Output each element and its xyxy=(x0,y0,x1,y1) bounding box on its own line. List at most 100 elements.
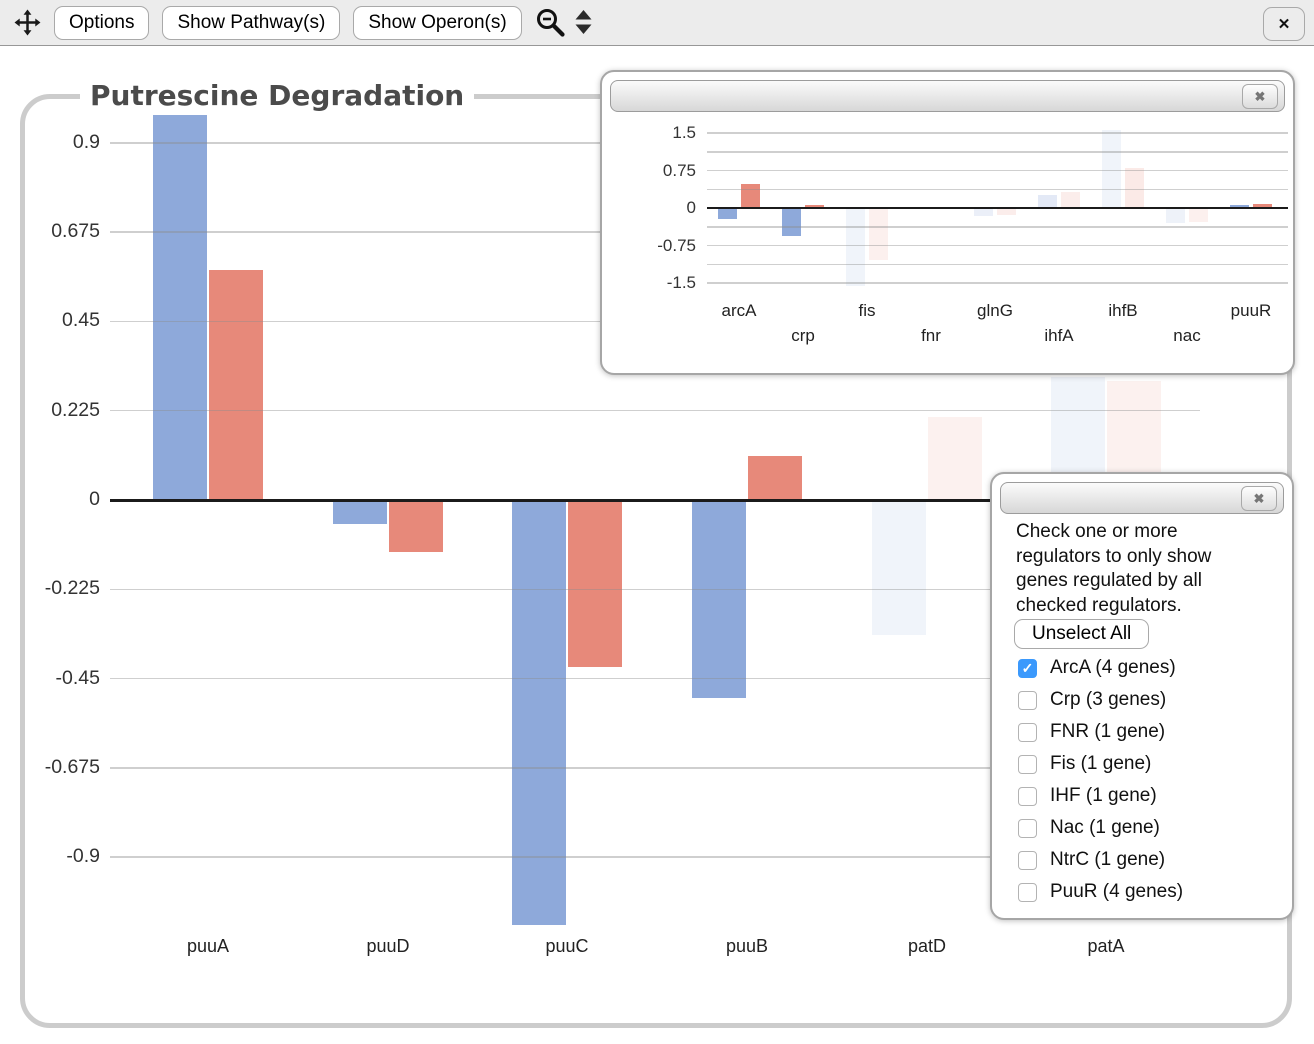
main-gene-chart-x-label-puuB: puuB xyxy=(725,936,769,956)
unchecked-checkbox[interactable] xyxy=(1018,722,1037,742)
regulator-inset-chart-bar-fis-salmon[interactable] xyxy=(869,208,888,260)
regulator-inset-chart-y-tick-label: 0 xyxy=(686,198,696,217)
unchecked-checkbox[interactable] xyxy=(1018,786,1037,806)
regulator-inset-chart-x-label-crp: crp xyxy=(791,326,815,345)
regulator-inset-chart-bar-ihfB-blue[interactable] xyxy=(1102,130,1121,208)
main-gene-chart-y-tick-label: -0.45 xyxy=(55,666,100,689)
main-gene-chart-x-label-puuD: puuD xyxy=(366,936,410,956)
regulator-inset-chart-gridline xyxy=(707,132,1288,134)
regulator-checkbox-label: FNR (1 gene) xyxy=(1050,721,1166,742)
regulator-inset-chart-bar-puuR-blue[interactable] xyxy=(1230,205,1249,208)
regulator-inset-chart-bar-puuR-salmon[interactable] xyxy=(1253,204,1272,208)
regulator-panel-close-icon[interactable]: ✖ xyxy=(1242,84,1278,109)
main-gene-chart-bar-puuC-blue[interactable] xyxy=(512,500,566,925)
filter-description: Check one or more regulators to only sho… xyxy=(1016,521,1212,616)
regulator-checkbox-row-3[interactable]: Fis (1 gene) xyxy=(1018,748,1284,780)
regulator-inset-chart-y-tick-label: 0.75 xyxy=(662,160,696,180)
main-gene-chart-bar-patD-blue[interactable] xyxy=(872,500,926,635)
main-gene-chart-gridline xyxy=(110,409,1200,412)
options-button[interactable]: Options xyxy=(54,5,150,40)
regulator-filter-panel: ✖ Check one or more regulators to only s… xyxy=(990,472,1294,920)
filter-panel-drag-handle[interactable]: ✖ xyxy=(1000,482,1284,514)
regulator-checkbox-row-2[interactable]: FNR (1 gene) xyxy=(1018,716,1284,748)
regulator-panel-drag-handle[interactable]: ✖ xyxy=(610,80,1285,112)
main-gene-chart-x-label-patD: patD xyxy=(907,936,947,956)
filter-panel-close-icon[interactable]: ✖ xyxy=(1241,486,1277,511)
main-gene-chart-bar-puuD-blue[interactable] xyxy=(333,500,387,524)
regulator-inset-chart-y-tick-label: -1.5 xyxy=(666,273,696,292)
regulator-checkbox-label: ArcA (4 genes) xyxy=(1050,657,1176,678)
unchecked-checkbox[interactable] xyxy=(1018,754,1037,774)
main-gene-chart-y-tick-label: 0.225 xyxy=(51,398,100,421)
main-gene-chart-y-tick-label: 0.675 xyxy=(51,220,100,243)
regulator-checkbox-row-6[interactable]: NtrC (1 gene) xyxy=(1018,844,1284,876)
main-gene-chart-bar-puuA-salmon[interactable] xyxy=(209,269,263,500)
window-close-button[interactable]: ✕ xyxy=(1263,7,1305,41)
regulator-chart-panel: ✖ 1.5 0.75 0 -0.75 -1.5 arcA crp fis fnr glnG ihfA… xyxy=(600,70,1295,375)
regulator-inset-chart-bar-nac-salmon[interactable] xyxy=(1189,208,1208,222)
unchecked-checkbox[interactable] xyxy=(1018,818,1037,838)
main-gene-chart-bar-puuB-blue[interactable] xyxy=(692,500,746,699)
main-gene-chart-gridline xyxy=(110,856,1200,858)
regulator-checkbox-label: PuuR (4 genes) xyxy=(1050,881,1184,902)
pathway-title: Putrescine Degradation xyxy=(80,77,475,115)
regulator-inset-chart-bar-glnG-blue[interactable] xyxy=(974,208,993,216)
regulator-checkbox-label: NtrC (1 gene) xyxy=(1050,849,1166,870)
checked-checkbox[interactable]: ✓ xyxy=(1018,658,1037,678)
unselect-all-button[interactable]: Unselect All xyxy=(1014,619,1150,649)
regulator-inset-chart-x-label-ihfA: ihfA xyxy=(1044,326,1074,345)
regulator-inset-chart-gridline xyxy=(707,151,1288,153)
resize-sort-icon[interactable] xyxy=(575,10,592,35)
regulator-inset-chart-zero-line xyxy=(707,206,1288,210)
main-gene-chart-gridline xyxy=(110,767,1200,769)
regulator-inset-chart-bar-nac-blue[interactable] xyxy=(1166,208,1185,223)
main-gene-chart-y-tick-label: -0.225 xyxy=(44,577,100,600)
regulator-inset-chart-bar-glnG-salmon[interactable] xyxy=(997,208,1016,215)
main-gene-chart-bar-patD-salmon[interactable] xyxy=(928,416,982,500)
regulator-inset-chart-gridline xyxy=(707,244,1288,247)
main-gene-chart-bar-puuB-salmon[interactable] xyxy=(748,456,802,500)
main-gene-chart-y-tick-label: 0 xyxy=(89,488,100,510)
unchecked-checkbox[interactable] xyxy=(1018,882,1037,902)
regulator-checkbox-row-1[interactable]: Crp (3 genes) xyxy=(1018,684,1284,716)
main-gene-chart-bar-puuA-blue[interactable] xyxy=(153,115,207,500)
regulator-checkbox-list: ✓ ArcA (4 genes) Crp (3 genes) FNR (1 gene)… xyxy=(1018,652,1284,908)
regulator-inset-chart-bar-crp-blue[interactable] xyxy=(782,208,801,236)
regulator-inset-chart-x-label-nac: nac xyxy=(1173,326,1201,345)
regulator-inset-chart-x-label-puuR: puuR xyxy=(1230,301,1272,320)
regulator-inset-chart-bar-ihfB-salmon[interactable] xyxy=(1125,168,1144,208)
regulator-inset-chart-bar-crp-salmon[interactable] xyxy=(805,205,824,208)
main-gene-chart-y-tick-label: 0.9 xyxy=(72,130,100,153)
regulator-inset-chart-bar-arcA-salmon[interactable] xyxy=(741,184,760,208)
regulator-checkbox-row-5[interactable]: Nac (1 gene) xyxy=(1018,812,1284,844)
main-gene-chart-bar-puuD-salmon[interactable] xyxy=(389,500,443,552)
regulator-inset-chart-bar-fis-blue[interactable] xyxy=(846,208,865,286)
regulator-inset-chart-y-tick-label: -0.75 xyxy=(657,235,696,255)
regulator-checkbox-row-0[interactable]: ✓ ArcA (4 genes) xyxy=(1018,652,1284,684)
regulator-inset-chart-gridline xyxy=(707,226,1288,228)
toolbar: Options Show Pathway(s) Show Operon(s) ✕ xyxy=(0,0,1314,46)
main-gene-chart-bar-puuC-salmon[interactable] xyxy=(568,500,622,667)
main-gene-chart-y-tick-label: 0.45 xyxy=(62,309,100,332)
regulator-inset-chart-gridline xyxy=(707,282,1288,284)
main-gene-chart-y-tick-label: -0.9 xyxy=(66,845,100,868)
main-gene-chart-x-label-puuC: puuC xyxy=(545,936,589,956)
regulator-checkbox-row-4[interactable]: IHF (1 gene) xyxy=(1018,780,1284,812)
zoom-out-icon[interactable] xyxy=(535,7,566,38)
regulator-checkbox-row-7[interactable]: PuuR (4 genes) xyxy=(1018,876,1284,908)
regulator-inset-chart-x-label-arcA: arcA xyxy=(721,301,757,320)
unchecked-checkbox[interactable] xyxy=(1018,850,1037,870)
regulator-checkbox-label: IHF (1 gene) xyxy=(1050,785,1157,806)
regulator-checkbox-label: Fis (1 gene) xyxy=(1050,753,1152,774)
show-pathways-button[interactable]: Show Pathway(s) xyxy=(162,5,341,40)
move-handle-icon[interactable] xyxy=(14,9,41,36)
regulator-inset-chart-bar-arcA-blue[interactable] xyxy=(718,208,737,219)
unchecked-checkbox[interactable] xyxy=(1018,690,1037,710)
regulator-inset-chart-gridline xyxy=(707,263,1288,265)
regulator-checkbox-label: Crp (3 genes) xyxy=(1050,689,1167,710)
regulator-inset-chart-x-label-glnG: glnG xyxy=(977,301,1013,320)
regulator-inset-chart-bar-ihfA-blue[interactable] xyxy=(1038,195,1057,208)
regulator-inset-chart-bar-ihfA-salmon[interactable] xyxy=(1061,192,1080,208)
show-operons-button[interactable]: Show Operon(s) xyxy=(353,5,522,40)
